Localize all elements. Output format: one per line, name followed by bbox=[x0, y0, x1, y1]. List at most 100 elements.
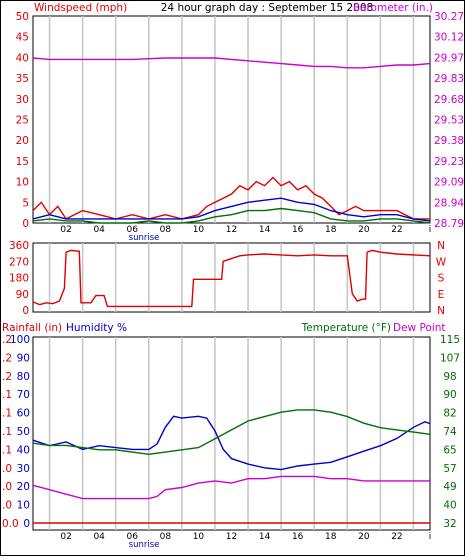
windspeed-tick-label: 40 bbox=[16, 52, 29, 64]
direction-tick-label: 180 bbox=[9, 273, 29, 285]
panel-wind-series bbox=[32, 57, 431, 224]
rainfall-tick-label: .0 bbox=[2, 481, 12, 493]
x-tick-label: 10 bbox=[193, 532, 205, 542]
sunrise-label-wind: sunrise bbox=[129, 233, 160, 243]
x-tick-label: 16 bbox=[292, 532, 304, 542]
barometer-line bbox=[32, 57, 431, 69]
barometer-tick-label: 29.53 bbox=[434, 115, 464, 127]
x-tick-label: 22 bbox=[391, 532, 402, 542]
panel-wind-x-tick-labels: 02 04 06 08 10 12 14 16 18 20 22 i bbox=[60, 225, 431, 235]
humidity-tick-label: 50 bbox=[17, 426, 30, 438]
humidity-tick-label: 70 bbox=[17, 389, 30, 401]
dew-point-axis-label: Dew Point bbox=[393, 322, 446, 334]
barometer-tick-label: 29.68 bbox=[434, 94, 464, 106]
rainfall-tick-label: .1 bbox=[2, 389, 12, 401]
x-tick-label: 04 bbox=[93, 532, 105, 542]
windspeed-tick-label: 50 bbox=[16, 11, 29, 23]
wind-gust-line bbox=[32, 176, 430, 220]
barometer-tick-label: 30.27 bbox=[434, 11, 464, 23]
temperature-tick-label: 98 bbox=[443, 371, 456, 383]
compass-tick-label: N bbox=[437, 305, 445, 317]
x-tick-label: 04 bbox=[93, 225, 105, 235]
chart-title: 24 hour graph day : September 15 2008 bbox=[161, 2, 373, 14]
temperature-tick-label: 90 bbox=[443, 389, 456, 401]
x-tick-label: 14 bbox=[259, 532, 271, 542]
humidity-tick-label: 80 bbox=[17, 371, 30, 383]
humidity-line bbox=[32, 415, 431, 471]
barometer-tick-label: 30.12 bbox=[434, 32, 464, 44]
temperature-tick-label: 115 bbox=[440, 334, 460, 346]
windspeed-tick-label: 10 bbox=[16, 177, 29, 189]
humidity-axis-label: Humidity % bbox=[66, 322, 127, 334]
compass-tick-label: E bbox=[438, 289, 445, 301]
temperature-axis-label: Temperature (°F) bbox=[301, 322, 391, 334]
temperature-line bbox=[32, 409, 431, 456]
humidity-tick-label: 40 bbox=[17, 444, 30, 456]
panel-wind-grid bbox=[48, 16, 415, 223]
windspeed-tick-label: 5 bbox=[22, 197, 29, 209]
direction-tick-label: 360 bbox=[9, 240, 29, 252]
x-tick-label: 08 bbox=[160, 225, 172, 235]
rainfall-tick-label: 0.0 bbox=[2, 518, 19, 530]
x-tick-label: 06 bbox=[127, 225, 139, 235]
panel-humidity-grid bbox=[48, 337, 415, 530]
barometer-axis-label: Barometer (in.) bbox=[353, 2, 433, 14]
rainfall-tick-label: .1 bbox=[2, 426, 12, 438]
x-tick-label: i bbox=[429, 532, 432, 542]
x-tick-label: 18 bbox=[325, 532, 337, 542]
x-tick-label: 18 bbox=[325, 225, 337, 235]
rainfall-tick-labels: .2 .2 .2 .1 .1 .1 .1 .0 .0 .0 0.0 bbox=[2, 334, 19, 530]
windspeed-tick-label: 45 bbox=[16, 32, 29, 44]
barometer-tick-label: 29.09 bbox=[434, 177, 464, 189]
x-tick-label: 14 bbox=[259, 225, 271, 235]
windspeed-axis-label: Windspeed (mph) bbox=[34, 2, 127, 14]
compass-tick-label: N bbox=[437, 240, 445, 252]
panel-humidity-frame bbox=[32, 336, 431, 531]
rainfall-axis-label: Rainfall (in) bbox=[2, 322, 62, 334]
temperature-tick-label: 40 bbox=[443, 500, 456, 512]
humidity-tick-label: 0 bbox=[23, 518, 30, 530]
rainfall-tick-label: .0 bbox=[2, 463, 12, 475]
panel-wind-frame bbox=[32, 15, 431, 224]
wind-average-line bbox=[32, 197, 431, 222]
direction-degree-tick-labels: 360 270 180 90 0 bbox=[9, 240, 29, 317]
humidity-tick-label: 20 bbox=[17, 481, 30, 493]
panel-direction-frame bbox=[32, 242, 431, 313]
compass-tick-label: W bbox=[436, 256, 447, 268]
rainfall-tick-label: .2 bbox=[2, 352, 12, 364]
compass-tick-label: S bbox=[438, 273, 445, 285]
temperature-tick-label: 74 bbox=[443, 426, 457, 438]
panel-humidity-x-tick-labels: 02 04 06 08 10 12 14 16 18 20 22 i bbox=[60, 532, 431, 542]
x-tick-label: i bbox=[429, 225, 432, 235]
panel-humidity-series bbox=[32, 409, 431, 524]
rainfall-tick-label: .0 bbox=[2, 500, 12, 512]
temperature-tick-label: 49 bbox=[443, 481, 456, 493]
windspeed-tick-label: 35 bbox=[16, 73, 29, 85]
humidity-tick-label: 30 bbox=[17, 463, 30, 475]
sunrise-label-humidity: sunrise bbox=[129, 540, 160, 550]
x-tick-label: 12 bbox=[226, 225, 237, 235]
x-tick-label: 16 bbox=[292, 225, 304, 235]
windspeed-tick-label: 30 bbox=[16, 94, 29, 106]
humidity-tick-label: 10 bbox=[17, 500, 30, 512]
temperature-tick-label: 57 bbox=[443, 463, 456, 475]
temperature-tick-label: 107 bbox=[440, 352, 460, 364]
dew-point-line bbox=[32, 475, 430, 500]
direction-tick-label: 0 bbox=[22, 305, 29, 317]
windspeed-tick-label: 20 bbox=[16, 135, 29, 147]
x-tick-label: 10 bbox=[193, 225, 205, 235]
humidity-tick-label: 90 bbox=[17, 352, 30, 364]
barometer-tick-labels: 30.27 30.12 29.97 29.83 29.68 29.53 29.38 29.23… bbox=[434, 11, 464, 230]
humidity-tick-label: 100 bbox=[10, 334, 30, 346]
x-tick-label: 02 bbox=[60, 532, 71, 542]
temperature-tick-label: 82 bbox=[443, 408, 456, 420]
barometer-tick-label: 28.94 bbox=[434, 197, 464, 209]
windspeed-tick-label: 0 bbox=[22, 218, 29, 230]
x-tick-label: 20 bbox=[358, 225, 370, 235]
temperature-tick-labels: 115 107 98 90 82 74 65 57 49 40 32 bbox=[440, 334, 460, 530]
